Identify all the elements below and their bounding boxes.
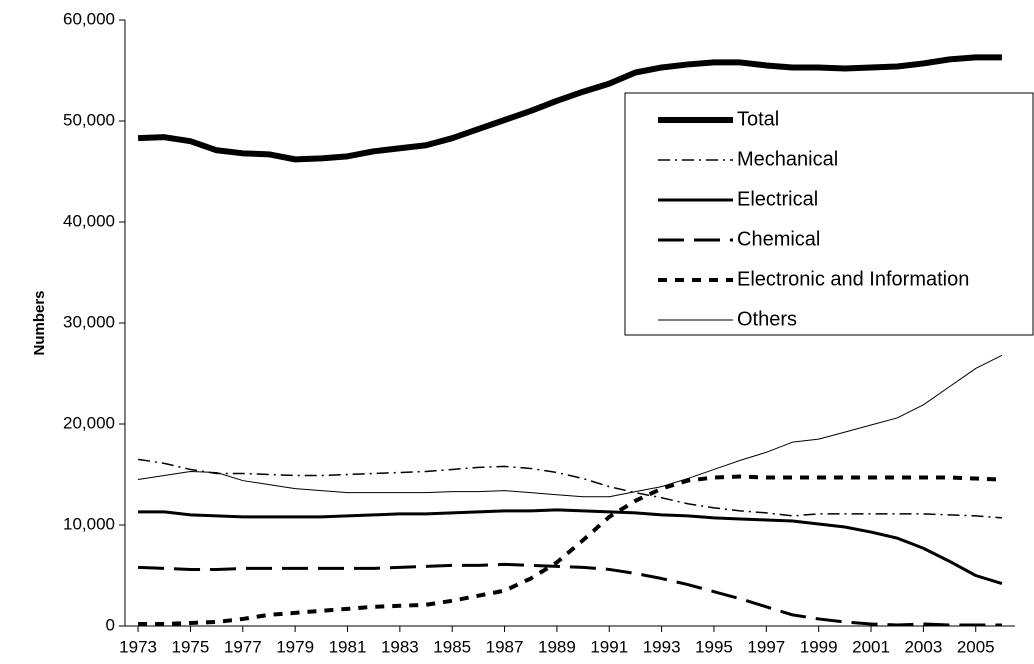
y-tick-label: 50,000 [63,110,115,129]
legend-label: Others [737,308,797,330]
x-tick-label: 1977 [224,637,262,656]
y-tick-label: 60,000 [63,9,115,28]
x-tick-label: 2003 [904,637,942,656]
series-line [138,562,1002,627]
y-tick-label: 20,000 [63,413,115,432]
x-tick-label: 1993 [643,637,681,656]
x-tick-label: 1979 [276,637,314,656]
x-tick-label: 1983 [381,637,419,656]
legend-label: Chemical [737,228,820,250]
series-line [137,458,1002,519]
x-tick-label: 1989 [538,637,576,656]
x-tick-label: 1991 [590,637,628,656]
y-axis-title: Numbers [31,290,48,355]
series-line [138,354,1003,498]
x-tick-label: 1975 [172,637,210,656]
legend-label: Electrical [737,188,818,210]
x-tick-label: 1999 [800,637,838,656]
y-tick-label: 10,000 [63,514,115,533]
x-tick-label: 1981 [329,637,367,656]
x-tick-label: 2005 [957,637,995,656]
series-line [138,508,1003,586]
series-line [137,54,1002,163]
x-tick-label: 1985 [433,637,471,656]
x-tick-label: 1995 [695,637,733,656]
legend-box [624,92,1034,336]
x-tick-label: 1997 [747,637,785,656]
x-tick-label: 1987 [486,637,524,656]
x-tick-label: 2001 [852,637,890,656]
y-tick-label: 40,000 [63,211,115,230]
x-tick-label: 1973 [119,637,157,656]
series-line [138,474,1002,626]
y-tick-label: 30,000 [63,312,115,331]
y-tick-label: 0 [106,615,115,634]
legend-label: Total [737,108,779,130]
legend-label: Mechanical [737,148,838,170]
legend-label: Electronic and Information [737,268,969,290]
